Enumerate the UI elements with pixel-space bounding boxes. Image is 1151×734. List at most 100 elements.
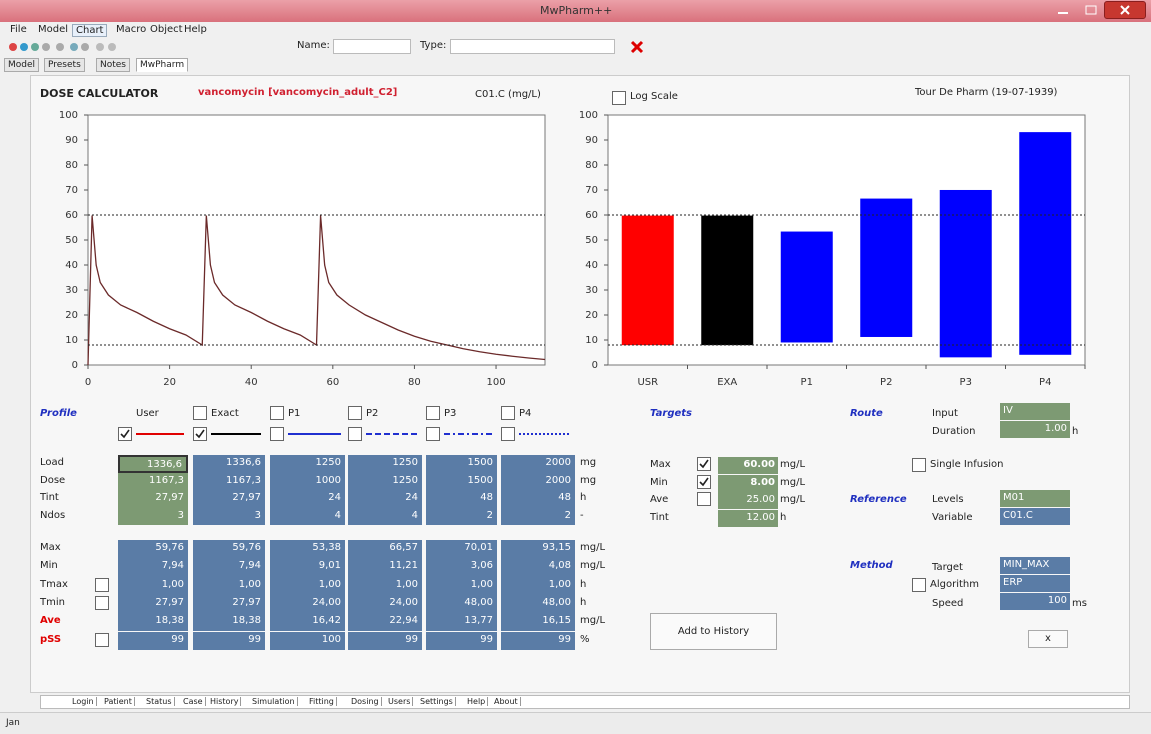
single-infusion-checkbox[interactable] xyxy=(912,458,926,472)
row-checkbox[interactable] xyxy=(95,633,109,647)
field[interactable]: C01.C xyxy=(1000,508,1070,525)
table-cell[interactable]: 1500 xyxy=(426,473,497,491)
table-cell[interactable]: 1250 xyxy=(348,455,422,473)
target-value[interactable]: 8.00 xyxy=(718,475,778,492)
y-tick-label: 50 xyxy=(65,235,78,246)
profile-header-checkbox[interactable] xyxy=(348,406,362,420)
profile-column-name: User xyxy=(136,408,159,419)
table-cell[interactable]: 27,97 xyxy=(118,490,188,508)
profile-checkbox[interactable] xyxy=(118,427,132,441)
bottom-tab[interactable]: Case xyxy=(181,697,206,706)
profile-header-checkbox[interactable] xyxy=(193,406,207,420)
target-checkbox[interactable] xyxy=(697,457,711,471)
table-cell[interactable]: 4 xyxy=(270,508,345,526)
line-style-sample xyxy=(444,430,493,438)
bottom-tab[interactable]: Help xyxy=(465,697,488,706)
bottom-tab[interactable]: About xyxy=(492,697,521,706)
table-cell[interactable]: 1167,3 xyxy=(193,473,265,491)
profile-checkbox[interactable] xyxy=(501,427,515,441)
small-button[interactable]: x xyxy=(1028,630,1068,648)
profile-header-checkbox[interactable] xyxy=(501,406,515,420)
table-cell[interactable]: 1250 xyxy=(348,473,422,491)
table-cell: 1,00 xyxy=(348,577,422,595)
add-history-button[interactable]: Add to History xyxy=(650,613,777,650)
field[interactable]: IV xyxy=(1000,403,1070,420)
bottom-tab[interactable]: Simulation xyxy=(250,697,298,706)
menu-item[interactable]: Model xyxy=(38,24,68,35)
menu-item[interactable]: File xyxy=(10,24,27,35)
target-checkbox[interactable] xyxy=(697,475,711,489)
log-scale-checkbox[interactable] xyxy=(612,91,626,105)
table-cell[interactable]: 3 xyxy=(193,508,265,526)
row-label: Ndos xyxy=(40,510,65,521)
table-cell: 11,21 xyxy=(348,558,422,576)
profile-header-checkbox[interactable] xyxy=(426,406,440,420)
bottom-tab[interactable]: Patient xyxy=(102,697,135,706)
row-checkbox[interactable] xyxy=(95,578,109,592)
bottom-tab[interactable]: Settings xyxy=(418,697,456,706)
target-checkbox[interactable] xyxy=(697,492,711,506)
target-value[interactable]: 25.00 xyxy=(718,492,778,509)
y-tick-label: 60 xyxy=(65,210,78,221)
table-cell[interactable]: 2 xyxy=(501,508,575,526)
table-cell[interactable]: 1336,6 xyxy=(118,455,188,473)
table-cell: 4,08 xyxy=(501,558,575,576)
table-cell: 1,00 xyxy=(270,577,345,595)
profile-checkbox[interactable] xyxy=(270,427,284,441)
table-cell[interactable]: 48 xyxy=(501,490,575,508)
field[interactable]: 100 xyxy=(1000,593,1070,610)
table-cell[interactable]: 24 xyxy=(270,490,345,508)
row-label: Ave xyxy=(40,615,61,626)
table-cell[interactable]: 2000 xyxy=(501,455,575,473)
table-cell[interactable]: 1500 xyxy=(426,455,497,473)
row-label: pSS xyxy=(40,634,61,645)
menu-item[interactable]: Object xyxy=(150,24,183,35)
profile-header-checkbox[interactable] xyxy=(270,406,284,420)
profile-checkbox[interactable] xyxy=(348,427,362,441)
table-cell[interactable]: 1336,6 xyxy=(193,455,265,473)
profile-checkbox[interactable] xyxy=(426,427,440,441)
table-cell[interactable]: 27,97 xyxy=(193,490,265,508)
table-cell[interactable]: 1250 xyxy=(270,455,345,473)
bottom-tab[interactable]: Dosing xyxy=(349,697,382,706)
bottom-tab[interactable]: Login xyxy=(70,697,97,706)
line-style-sample xyxy=(366,430,418,438)
bottom-tab[interactable]: Users xyxy=(386,697,413,706)
field-unit: ms xyxy=(1072,598,1087,609)
log-scale-label: Log Scale xyxy=(630,91,678,102)
bottom-tab[interactable]: History xyxy=(208,697,241,706)
bottom-tab[interactable]: Status xyxy=(144,697,175,706)
tab[interactable]: Presets xyxy=(44,58,85,72)
line-style-sample xyxy=(136,430,184,438)
menu-item[interactable]: Chart xyxy=(72,24,107,37)
tab[interactable]: Notes xyxy=(96,58,130,72)
field[interactable]: ERP xyxy=(1000,575,1070,592)
row-checkbox[interactable] xyxy=(95,596,109,610)
menu-item[interactable]: Help xyxy=(184,24,207,35)
table-cell[interactable]: 1167,3 xyxy=(118,473,188,491)
table-cell[interactable]: 48 xyxy=(426,490,497,508)
table-cell[interactable]: 1000 xyxy=(270,473,345,491)
table-cell: 99 xyxy=(193,632,265,650)
field[interactable]: 1.00 xyxy=(1000,421,1070,438)
bottom-tab[interactable]: Fitting xyxy=(307,697,337,706)
table-cell: 18,38 xyxy=(193,613,265,631)
tab[interactable]: MwPharm xyxy=(136,58,188,72)
table-cell[interactable]: 2000 xyxy=(501,473,575,491)
row-unit: mg xyxy=(580,457,596,468)
table-cell[interactable]: 3 xyxy=(118,508,188,526)
target-value[interactable]: 12.00 xyxy=(718,510,778,527)
profile-checkbox[interactable] xyxy=(193,427,207,441)
field[interactable]: MIN_MAX xyxy=(1000,557,1070,574)
table-cell[interactable]: 24 xyxy=(348,490,422,508)
table-cell[interactable]: 2 xyxy=(426,508,497,526)
target-value[interactable]: 60.00 xyxy=(718,457,778,474)
table-cell[interactable]: 4 xyxy=(348,508,422,526)
name-label: Name: xyxy=(297,40,330,51)
menu-item[interactable]: Macro xyxy=(116,24,146,35)
y-tick-label: 0 xyxy=(72,360,78,371)
field[interactable]: M01 xyxy=(1000,490,1070,507)
tab[interactable]: Model xyxy=(4,58,39,72)
algorithm-checkbox[interactable] xyxy=(912,578,926,592)
targets-label: Targets xyxy=(650,408,692,419)
